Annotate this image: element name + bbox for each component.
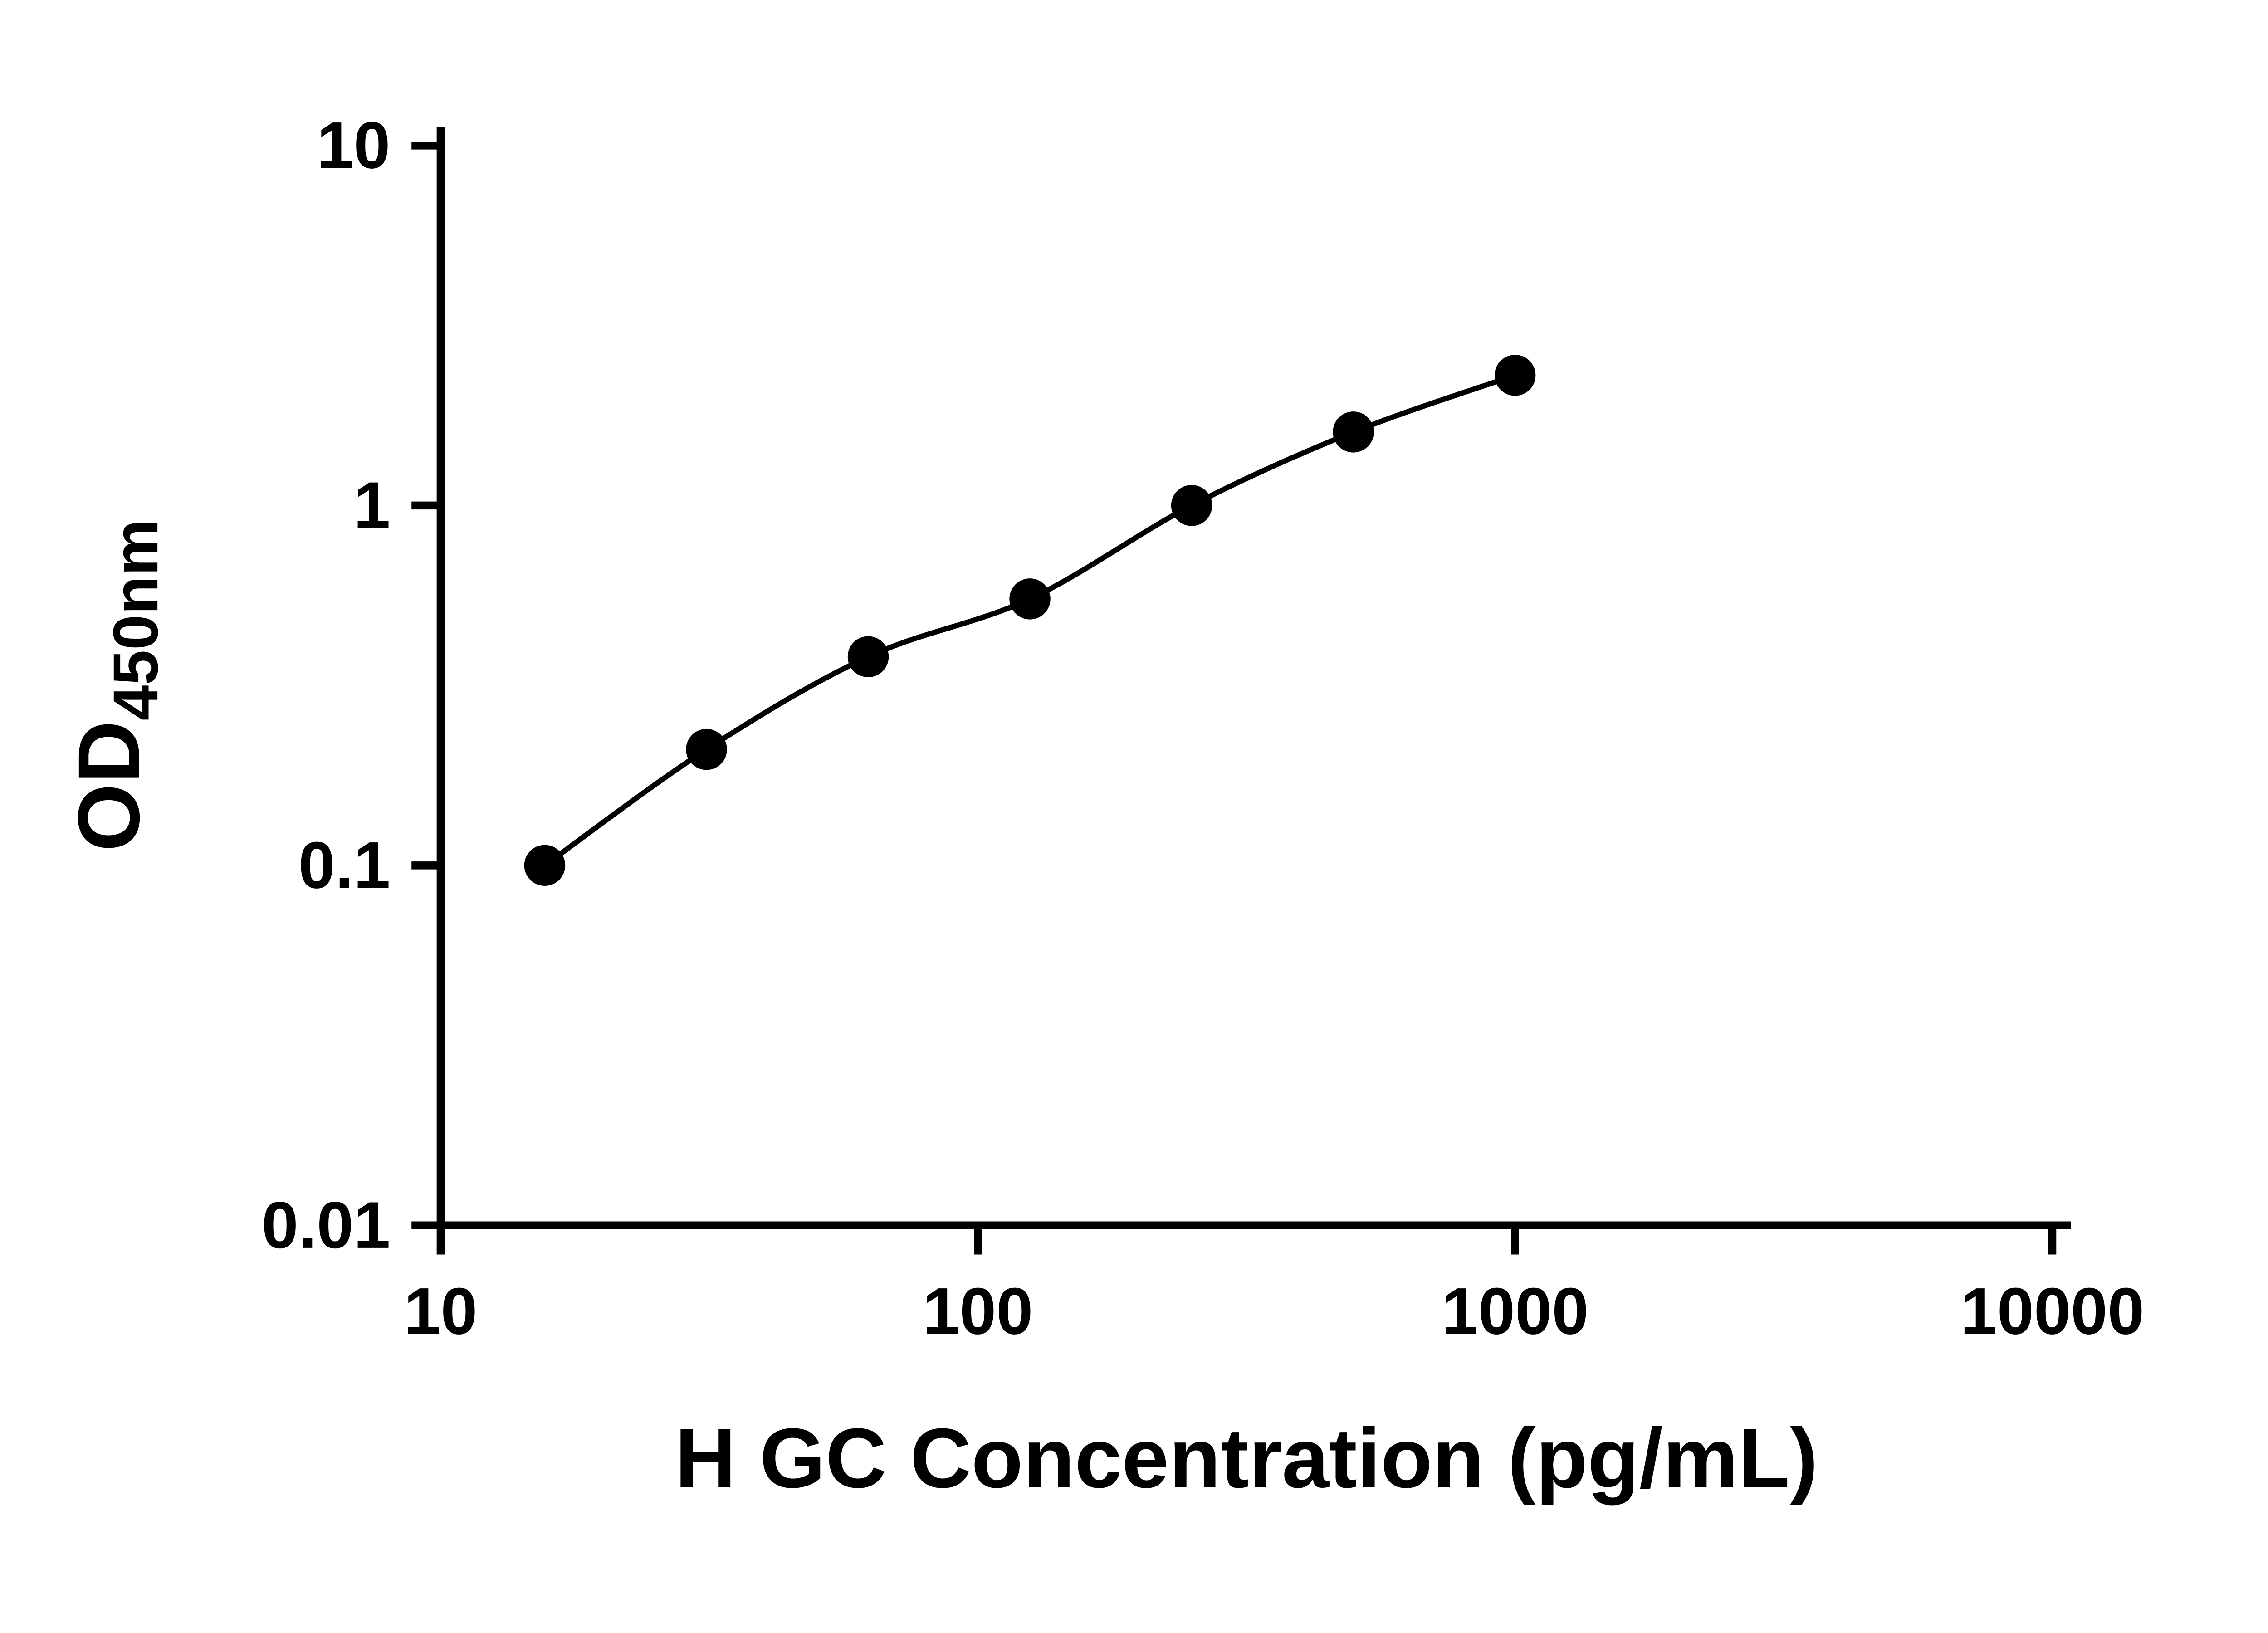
- data-point: [686, 728, 727, 770]
- x-tick-label: 10000: [1960, 1274, 2145, 1348]
- x-axis-title: H GC Concentration (pg/mL): [675, 1411, 1818, 1506]
- data-point: [847, 636, 889, 677]
- data-point: [1333, 411, 1374, 453]
- y-tick-label: 0.1: [298, 828, 391, 902]
- data-point: [524, 845, 566, 886]
- x-tick-label: 100: [923, 1274, 1033, 1348]
- y-tick-label: 1: [353, 468, 390, 542]
- chart-canvas: 0.01 0.1 1 10 10 100 1000 10000 H GC Concentrati…: [60, 108, 2145, 1506]
- data-point: [1171, 485, 1212, 526]
- y-axis-title: OD450nm: [60, 519, 171, 851]
- x-tick-label: 1000: [1442, 1274, 1589, 1348]
- data-point: [1009, 578, 1051, 620]
- standard-curve-line: [543, 372, 1516, 868]
- y-tick-label: 0.01: [262, 1188, 391, 1262]
- data-point: [1494, 355, 1536, 396]
- x-tick-label: 10: [404, 1274, 477, 1348]
- y-tick-label: 10: [317, 108, 390, 182]
- elisa-standard-curve-figure: 0.01 0.1 1 10 10 100 1000 10000 H GC Concentrati…: [60, 108, 2145, 1506]
